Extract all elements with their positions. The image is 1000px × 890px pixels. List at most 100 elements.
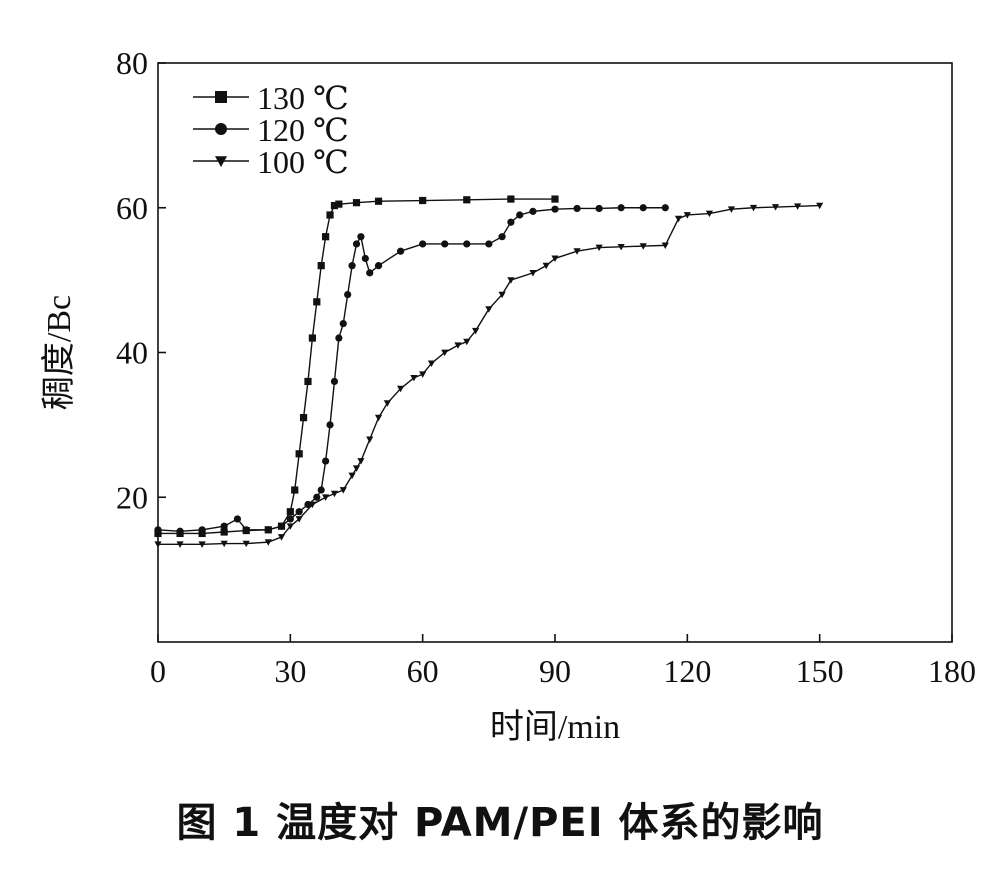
- data-point: [220, 540, 228, 548]
- data-point: [419, 240, 427, 248]
- data-point: [326, 421, 334, 429]
- data-point: [397, 247, 405, 255]
- data-point: [551, 205, 559, 213]
- data-point: [542, 262, 550, 270]
- series-line: [158, 198, 555, 535]
- data-point: [348, 472, 356, 480]
- data-point: [352, 199, 361, 207]
- data-point: [335, 334, 343, 342]
- y-tick-label: 60: [116, 190, 148, 226]
- data-point: [551, 255, 559, 263]
- data-point: [348, 262, 356, 270]
- data-point: [661, 204, 669, 212]
- data-point: [639, 243, 647, 250]
- x-tick-label: 120: [663, 653, 711, 689]
- data-point: [463, 240, 471, 248]
- data-point: [595, 244, 603, 252]
- data-point: [374, 197, 383, 205]
- data-point: [705, 210, 713, 218]
- data-point: [308, 334, 316, 342]
- data-point: [220, 522, 228, 530]
- data-point: [304, 377, 312, 386]
- data-point: [220, 528, 228, 536]
- data-point: [233, 515, 241, 523]
- data-point: [335, 200, 343, 208]
- data-point: [397, 385, 405, 393]
- data-point: [427, 360, 436, 367]
- data-point: [322, 494, 330, 501]
- data-point: [498, 233, 506, 241]
- data-point: [498, 291, 506, 299]
- data-point: [617, 243, 625, 251]
- data-point: [330, 377, 339, 386]
- series-line: [157, 207, 666, 532]
- legend-label: 100 ℃: [257, 144, 349, 180]
- data-point: [308, 501, 316, 509]
- data-point: [198, 541, 206, 548]
- data-point: [674, 215, 683, 223]
- data-point: [472, 327, 480, 335]
- data-point: [154, 526, 162, 534]
- series-2: [154, 202, 824, 548]
- data-point: [317, 486, 325, 494]
- data-point: [463, 338, 471, 346]
- data-point: [463, 196, 471, 204]
- x-tick-label: 90: [539, 653, 571, 689]
- data-point: [383, 400, 391, 407]
- data-point: [198, 526, 206, 534]
- data-point: [286, 523, 294, 530]
- data-point: [295, 516, 303, 523]
- data-point: [573, 204, 581, 213]
- data-point: [507, 195, 515, 203]
- figure-caption: 图 1 温度对 PAM/PEI 体系的影响: [176, 800, 824, 846]
- x-tick-label: 150: [796, 653, 844, 689]
- data-point: [291, 486, 299, 494]
- data-point: [313, 493, 321, 501]
- data-point: [154, 529, 162, 538]
- x-axis-label: 时间/min: [490, 709, 620, 746]
- data-point: [529, 270, 537, 277]
- x-tick-label: 180: [928, 653, 976, 689]
- legend-marker: [215, 123, 227, 135]
- legend-marker: [215, 156, 227, 167]
- series-layer: [154, 195, 824, 548]
- legend-label: 130 ℃: [257, 80, 349, 116]
- data-point: [507, 277, 515, 284]
- data-point: [573, 248, 581, 255]
- x-tick-label: 60: [407, 653, 439, 689]
- data-point: [198, 529, 206, 538]
- data-point: [299, 414, 308, 422]
- data-point: [326, 211, 334, 219]
- data-point: [485, 306, 493, 313]
- data-point: [727, 206, 736, 213]
- data-point: [794, 203, 802, 210]
- y-axis-label: 稠度/Bc: [40, 295, 78, 410]
- data-point: [419, 371, 427, 378]
- data-point: [661, 242, 669, 249]
- data-point: [366, 436, 374, 443]
- data-point: [374, 414, 383, 422]
- data-point: [419, 196, 427, 205]
- data-point: [176, 527, 184, 535]
- data-point: [771, 204, 780, 211]
- data-point: [317, 262, 325, 270]
- x-tick-label: 30: [274, 653, 306, 689]
- legend-marker: [215, 91, 227, 103]
- data-point: [286, 515, 294, 523]
- data-point: [264, 526, 272, 534]
- data-point: [485, 240, 493, 248]
- data-point: [295, 508, 303, 516]
- data-point: [507, 218, 515, 226]
- data-point: [441, 240, 449, 248]
- data-point: [749, 204, 758, 212]
- y-tick-label: 80: [116, 45, 148, 81]
- axis-layer: 0 30 60 90 120 150 180 20 40 60 80: [116, 45, 976, 689]
- data-point: [366, 269, 374, 277]
- data-point: [330, 490, 339, 498]
- data-point: [242, 540, 250, 548]
- data-point: [339, 487, 347, 494]
- data-point: [264, 539, 272, 546]
- data-point: [816, 202, 824, 210]
